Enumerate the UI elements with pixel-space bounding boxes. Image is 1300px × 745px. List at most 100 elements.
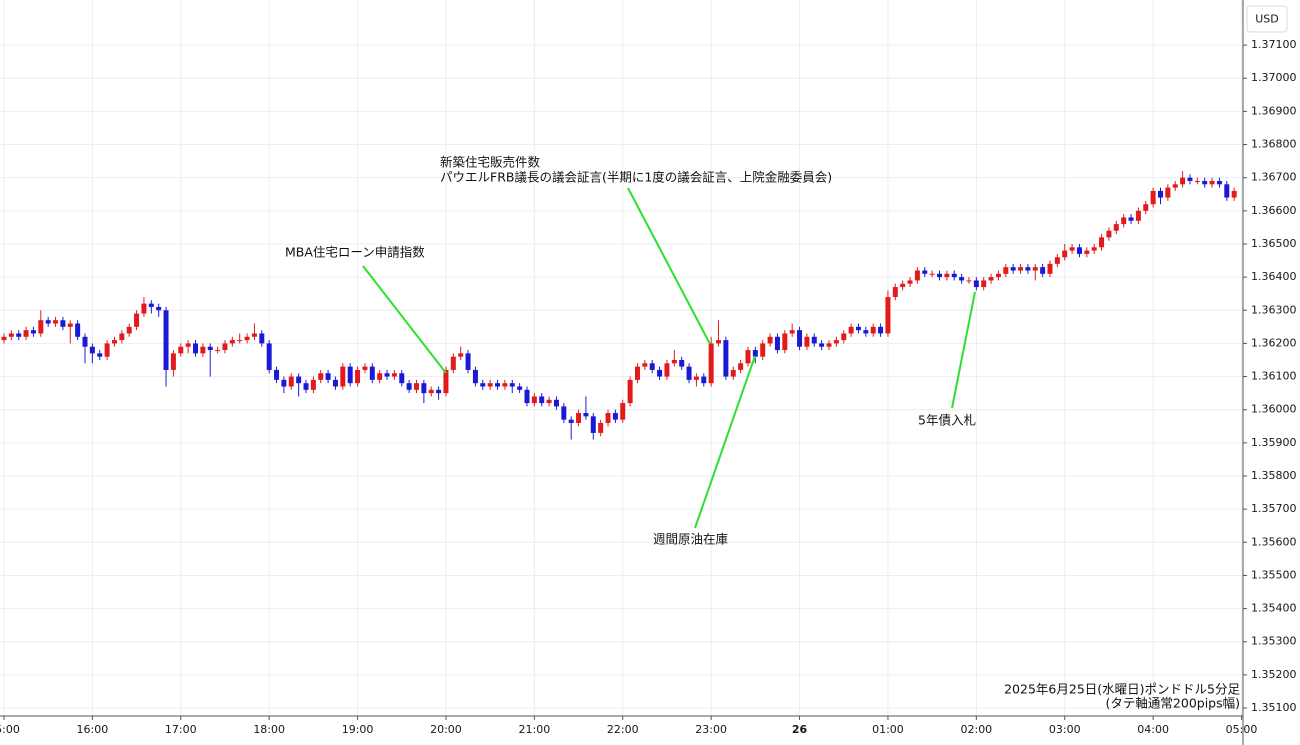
candle-body bbox=[929, 273, 935, 275]
candle-body bbox=[583, 413, 589, 417]
candle-body bbox=[959, 277, 965, 281]
candle-body bbox=[134, 313, 140, 327]
candle-body bbox=[1047, 263, 1053, 274]
y-tick-label: 1.37100 bbox=[1251, 38, 1297, 51]
candle-body bbox=[561, 406, 567, 420]
candle-body bbox=[229, 340, 235, 344]
currency-box bbox=[1246, 5, 1288, 33]
candle-body bbox=[332, 379, 338, 387]
y-tick-label: 1.35700 bbox=[1251, 502, 1297, 515]
y-tick-label: 1.35900 bbox=[1251, 436, 1297, 449]
y-tick-label: 1.35600 bbox=[1251, 535, 1297, 548]
candle-body bbox=[200, 346, 206, 354]
footnote: 2025年6月25日(水曜日)ポンドドル5分足 bbox=[1004, 682, 1240, 697]
candle-body bbox=[539, 396, 545, 404]
candle-body bbox=[760, 343, 766, 357]
candle-body bbox=[657, 369, 663, 377]
candle-body bbox=[1165, 187, 1171, 198]
y-tick-label: 1.35500 bbox=[1251, 568, 1297, 581]
candle-body bbox=[148, 303, 154, 307]
candle-body bbox=[421, 383, 427, 394]
candle-body bbox=[1209, 180, 1215, 185]
candle-body bbox=[126, 326, 132, 334]
candle-body bbox=[310, 379, 316, 390]
candle-body bbox=[1180, 177, 1186, 185]
y-tick-label: 1.36500 bbox=[1251, 237, 1297, 250]
candle-body bbox=[730, 369, 736, 377]
candle-body bbox=[1143, 204, 1149, 211]
candle-body bbox=[178, 346, 184, 354]
candle-body bbox=[391, 373, 397, 377]
candle-body bbox=[266, 343, 272, 370]
candle-body bbox=[1062, 250, 1068, 258]
candle-body bbox=[325, 373, 331, 380]
y-tick-label: 1.35100 bbox=[1251, 701, 1297, 714]
y-tick-label: 1.36800 bbox=[1251, 138, 1297, 151]
candle-body bbox=[156, 306, 162, 311]
y-tick-label: 1.36700 bbox=[1251, 171, 1297, 184]
candle-body bbox=[826, 343, 832, 347]
grid bbox=[0, 0, 1243, 716]
candle-body bbox=[664, 363, 670, 377]
candle-body bbox=[782, 333, 788, 351]
candle-body bbox=[642, 363, 648, 367]
y-tick-label: 1.36900 bbox=[1251, 104, 1297, 117]
candle-body bbox=[745, 350, 751, 364]
annotation: パウエルFRB議長の議会証言(半期に1度の議会証言、上院金融委員会) bbox=[440, 170, 832, 185]
candle-body bbox=[413, 383, 419, 390]
candle-body bbox=[288, 376, 294, 387]
y-tick-label: 1.35400 bbox=[1251, 602, 1297, 615]
candle-body bbox=[362, 366, 368, 370]
candle-body bbox=[104, 343, 110, 357]
candle-body bbox=[237, 340, 243, 342]
y-tick-label: 1.35300 bbox=[1251, 635, 1297, 648]
y-tick-label: 1.36100 bbox=[1251, 370, 1297, 383]
candle-body bbox=[966, 280, 972, 282]
candle-body bbox=[590, 416, 596, 433]
candle-body bbox=[502, 383, 508, 387]
candle-body bbox=[45, 320, 51, 324]
candle-body bbox=[8, 333, 14, 337]
candle-body bbox=[1187, 177, 1193, 181]
candle-body bbox=[1202, 180, 1208, 185]
candle-body bbox=[738, 363, 744, 370]
candle-body bbox=[303, 383, 309, 390]
candle-body bbox=[774, 336, 780, 351]
candle-body bbox=[259, 333, 265, 344]
candle-body bbox=[1216, 180, 1222, 185]
x-tick-label: 01:00 bbox=[872, 723, 904, 736]
candle-body bbox=[892, 287, 898, 298]
candle-body bbox=[274, 369, 280, 380]
candle-body bbox=[296, 376, 302, 384]
candle-body bbox=[406, 383, 412, 390]
currency-label: USD bbox=[1255, 13, 1279, 26]
y-tick-label: 1.37000 bbox=[1251, 71, 1297, 84]
candle-body bbox=[458, 353, 464, 357]
candle-body bbox=[1054, 257, 1060, 264]
candle-body bbox=[951, 273, 957, 278]
candle-body bbox=[811, 336, 817, 344]
x-tick-label: 05:00 bbox=[1226, 723, 1258, 736]
candle-body bbox=[1099, 237, 1105, 248]
x-tick-label: 02:00 bbox=[960, 723, 992, 736]
candle-body bbox=[141, 303, 147, 314]
candle-body bbox=[111, 340, 117, 344]
x-tick-label: 03:00 bbox=[1049, 723, 1081, 736]
candle-body bbox=[281, 379, 287, 387]
candle-body bbox=[1, 336, 7, 341]
candle-body bbox=[900, 283, 906, 288]
candle-body bbox=[222, 343, 228, 351]
y-tick-label: 1.36600 bbox=[1251, 204, 1297, 217]
candle-body bbox=[89, 346, 95, 354]
candle-body bbox=[944, 273, 950, 278]
candle-body bbox=[1113, 224, 1119, 231]
annotation-pointer bbox=[951, 291, 976, 409]
candle-body bbox=[797, 330, 803, 347]
annotation: 5年債入札 bbox=[918, 413, 976, 428]
candle-body bbox=[30, 330, 36, 334]
candle-body bbox=[708, 343, 714, 384]
candle-body bbox=[598, 422, 604, 433]
candle-body bbox=[472, 369, 478, 384]
candle-body bbox=[752, 350, 758, 357]
axes: 1.37100 1.37000 1.36900 1.36800 1.36700 1.366… bbox=[0, 38, 1297, 736]
